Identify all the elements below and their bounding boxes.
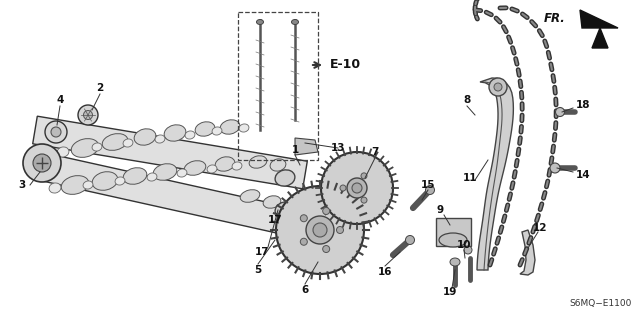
Ellipse shape [153,164,177,180]
Text: S6MQ−E1100: S6MQ−E1100 [570,299,632,308]
Ellipse shape [134,129,156,145]
Ellipse shape [78,105,98,125]
Text: 18: 18 [576,100,590,110]
Text: 11: 11 [463,173,477,183]
Ellipse shape [184,161,206,175]
Ellipse shape [33,154,51,172]
Ellipse shape [240,190,260,202]
Ellipse shape [300,215,307,222]
Text: 4: 4 [56,95,64,105]
Ellipse shape [49,183,61,193]
Ellipse shape [195,122,215,136]
Bar [238,12,318,160]
Text: 5: 5 [254,265,262,275]
Polygon shape [520,230,535,275]
Ellipse shape [23,144,61,182]
Ellipse shape [361,197,367,203]
Bar [436,218,471,246]
Polygon shape [33,116,307,189]
Ellipse shape [212,127,222,135]
Ellipse shape [249,156,267,168]
Ellipse shape [92,143,102,151]
Text: 9: 9 [436,205,444,215]
Ellipse shape [340,185,346,191]
Ellipse shape [352,183,362,193]
Ellipse shape [123,139,133,147]
Ellipse shape [275,202,295,218]
Ellipse shape [556,108,564,116]
Ellipse shape [239,124,249,132]
Ellipse shape [406,235,415,244]
Ellipse shape [337,226,344,234]
Text: E-10: E-10 [330,58,361,71]
Ellipse shape [83,181,93,189]
Ellipse shape [361,173,367,179]
Text: 1: 1 [291,145,299,155]
Ellipse shape [185,131,195,139]
Text: 12: 12 [532,223,547,233]
Ellipse shape [51,127,61,137]
Ellipse shape [155,135,165,143]
Polygon shape [32,151,308,239]
Text: 7: 7 [371,147,379,157]
Ellipse shape [220,120,240,134]
Ellipse shape [439,233,467,247]
Polygon shape [295,138,318,155]
Ellipse shape [215,157,235,171]
Ellipse shape [45,121,67,143]
Ellipse shape [489,78,507,96]
Ellipse shape [257,19,264,25]
Polygon shape [580,10,618,48]
Ellipse shape [270,159,286,171]
Ellipse shape [83,110,93,120]
Text: 10: 10 [457,240,471,250]
Text: 6: 6 [301,285,308,295]
Ellipse shape [291,19,298,25]
Ellipse shape [71,139,99,157]
Text: 19: 19 [443,287,457,297]
Text: 2: 2 [97,83,104,93]
Text: 16: 16 [378,267,392,277]
Ellipse shape [61,176,89,194]
Ellipse shape [313,223,327,237]
Ellipse shape [275,170,295,186]
Ellipse shape [464,246,472,254]
Ellipse shape [300,238,307,245]
Ellipse shape [321,152,393,224]
Ellipse shape [57,147,69,157]
Text: FR.: FR. [543,11,565,25]
Text: 17: 17 [255,247,269,257]
Text: 13: 13 [331,143,345,153]
Ellipse shape [550,163,560,173]
Ellipse shape [177,169,187,177]
Ellipse shape [123,168,147,184]
Ellipse shape [115,177,125,185]
Ellipse shape [426,186,435,195]
Ellipse shape [494,83,502,91]
Ellipse shape [306,216,334,244]
Ellipse shape [164,125,186,141]
Ellipse shape [207,165,217,173]
Ellipse shape [102,134,128,150]
Ellipse shape [323,207,330,214]
Ellipse shape [450,258,460,266]
Text: 14: 14 [576,170,590,180]
Text: 3: 3 [19,180,26,190]
Ellipse shape [263,196,281,208]
Text: 8: 8 [463,95,470,105]
Polygon shape [477,78,513,270]
Ellipse shape [276,186,364,274]
Ellipse shape [323,246,330,253]
Ellipse shape [147,173,157,181]
Text: 17: 17 [268,215,282,225]
Ellipse shape [232,162,242,170]
Ellipse shape [92,172,118,190]
Text: 15: 15 [420,180,435,190]
Ellipse shape [347,178,367,198]
